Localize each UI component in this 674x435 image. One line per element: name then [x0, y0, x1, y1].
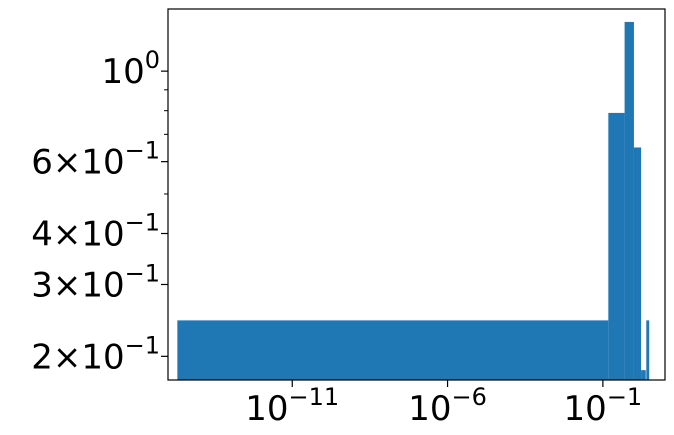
y-minor-ticks: [164, 89, 168, 195]
bars-layer: [177, 21, 650, 380]
plot-frame: [167, 8, 666, 381]
histogram-bar: [177, 320, 609, 380]
histogram-bar: [641, 370, 646, 380]
histogram-bar: [624, 21, 634, 380]
histogram-bar: [633, 147, 642, 380]
x-tick-label: 10−1: [564, 383, 643, 429]
plot-background: [168, 9, 665, 380]
y-tick-label: 3×10−1: [31, 259, 160, 305]
y-tick-label: 2×10−1: [31, 331, 160, 377]
y-tick-label: 100: [101, 46, 160, 92]
x-axis: 10−11 10−6 10−1: [245, 380, 642, 429]
x-tick-label: 10−11: [245, 383, 339, 429]
x-tick-label: 10−6: [408, 383, 487, 429]
histogram-bar: [608, 112, 625, 380]
y-tick-label: 4×10−1: [31, 209, 160, 255]
histogram-bar: [646, 320, 650, 380]
y-axis: 100 6×10−1 4×10−13×10−1 2×10−1: [31, 46, 168, 377]
y-tick-label: 6×10−1: [31, 137, 160, 183]
